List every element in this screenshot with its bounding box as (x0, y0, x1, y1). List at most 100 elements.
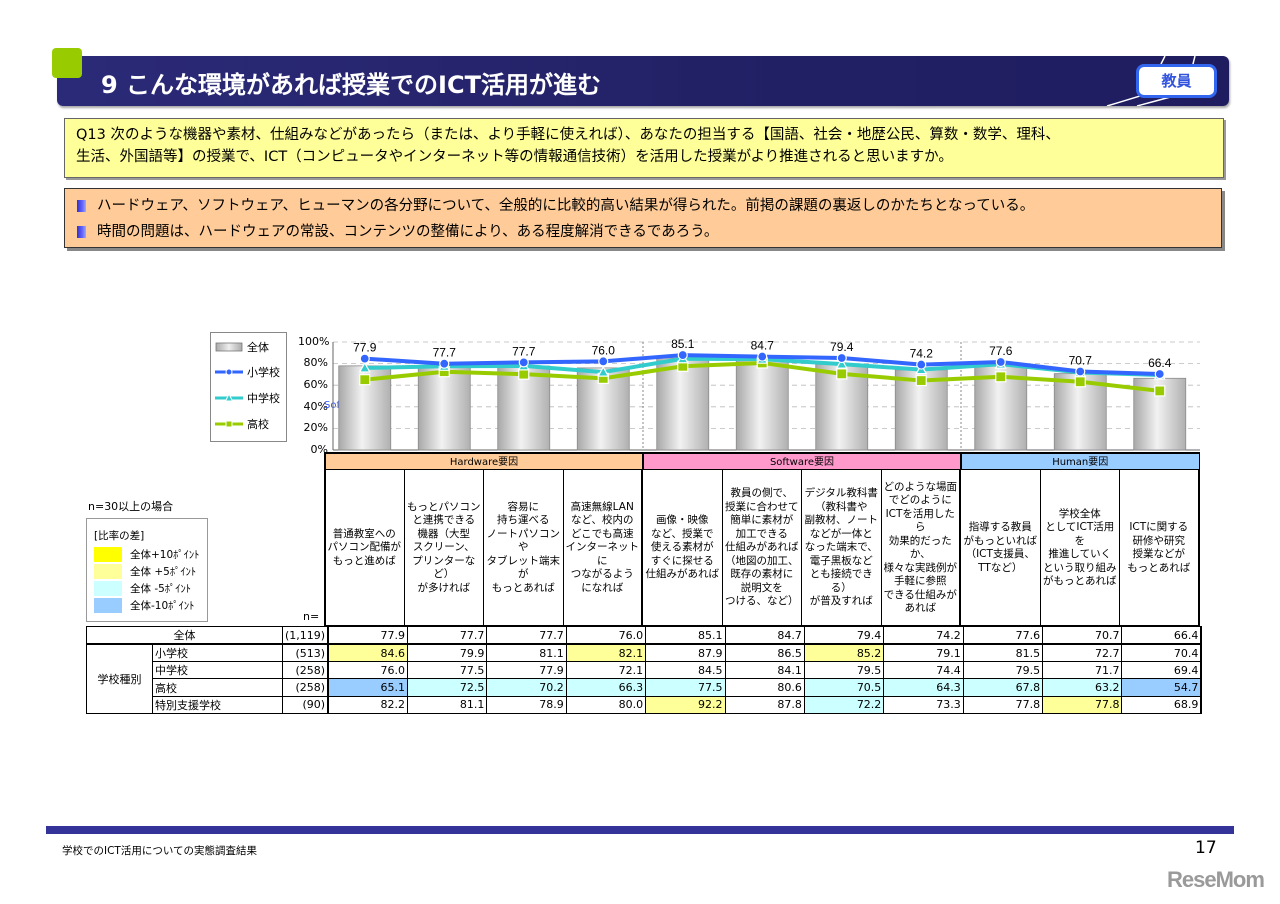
row-label: 全体 (86, 626, 283, 645)
question-column-header: 指導する教員 がもっといれば （ICT支援員、 TTなど） (961, 469, 1041, 627)
footer-bar (46, 826, 1234, 834)
square-marker-icon (1074, 376, 1086, 388)
table-cell: 71.7 (1042, 660, 1123, 680)
line-square-marker-icon (215, 420, 243, 428)
table-cell: 72.7 (1042, 643, 1123, 662)
data-label: 76.0 (592, 343, 616, 357)
legend-item-high: 高校 (215, 417, 269, 431)
color-swatch-icon (94, 597, 122, 613)
square-marker-icon (915, 374, 927, 387)
footer-source: 学校でのICT活用についての実態調査結果 (62, 845, 258, 857)
table-cell: 77.5 (406, 660, 488, 680)
table-cell: 79.5 (803, 660, 885, 680)
circle-marker-icon (1154, 368, 1165, 380)
legend-label: 中学校 (247, 392, 280, 405)
bar-swatch-icon (215, 342, 243, 352)
bar (417, 365, 471, 451)
question-column-header: 画像・映像 など、授業で 使える素材が すぐに探せる 仕組みがあれば (643, 469, 723, 627)
table-cell: 54.7 (1121, 678, 1203, 697)
table-cell: 81.1 (406, 695, 488, 715)
table-cell: 86.5 (724, 643, 805, 662)
difference-legend-item: 全体+10ﾎﾟｲﾝﾄ (94, 546, 199, 562)
table-cell: 80.0 (565, 695, 647, 715)
table-cell: 77.5 (645, 678, 726, 697)
table-cell: 72.5 (406, 678, 488, 697)
table-cell: 79.9 (406, 643, 488, 662)
circle-marker-icon (836, 352, 847, 364)
table-cell: 77.9 (327, 626, 408, 645)
table-cell: 77.7 (406, 626, 488, 645)
triangle-marker-icon (597, 365, 610, 377)
table-cell: 77.9 (486, 660, 567, 680)
bar (735, 358, 789, 451)
legend-item-all: 全体 (215, 340, 269, 354)
question-column-header: ICTに関する 研修や研究 授業などが もっとあれば (1120, 469, 1200, 627)
table-cell: 73.3 (883, 695, 964, 715)
data-label: 77.7 (512, 344, 536, 358)
circle-marker-icon (995, 356, 1006, 368)
legend-label: 全体 (247, 341, 269, 354)
table-cell: 68.9 (1121, 695, 1203, 715)
table-row: 特別支援学校 (90) 82.2 81.1 78.9 80.0 92.2 87.8 72.2… (87, 695, 1203, 715)
question-line-2: 生活、外国語等】の授業で、ICT（コンピュータやインターネット等の情報通信技術）… (76, 149, 953, 165)
results-table: 全体 (1,119) 77.9 77.7 77.7 76.0 85.1 84.7 79.4 7… (86, 626, 1203, 715)
difference-legend-label: 全体 +5ﾎﾟｲﾝﾄ (130, 565, 197, 578)
data-label: 85.1 (671, 337, 695, 351)
question-line-1: Q13 次のような機器や素材、仕組みなどがあったら（または、より手軽に使えれば）… (76, 127, 1060, 143)
sample-size-note: n=30以上の場合 (88, 500, 174, 513)
line-triangle-marker-icon (215, 393, 243, 402)
bar (497, 365, 551, 451)
color-swatch-icon (94, 580, 122, 596)
circle-marker-icon (598, 356, 609, 367)
site-logo: ReseMom (1167, 867, 1265, 892)
difference-legend-item: 全体 +5ﾎﾟｲﾝﾄ (94, 563, 196, 579)
row-n: (1,119) (282, 626, 330, 645)
question-column-header: 学校全体 としてICT活用を 推進していく という取り組み がもっとあれば (1041, 469, 1120, 627)
table-cell: 70.7 (1042, 626, 1123, 645)
category-header: Hardware要因 (325, 452, 643, 470)
summary-text: ハードウェア、ソフトウェア、ヒューマンの各分野について、全般的に比較的高い結果が… (97, 198, 1035, 214)
table-row: 高校 (258) 65.1 72.5 70.2 66.3 77.5 80.6 70.5 64.… (87, 678, 1203, 697)
row-label: 特別支援学校 (152, 695, 283, 715)
table-cell: 84.1 (724, 660, 805, 680)
title-bar: 9 こんな環境があれば授業でのICT活用が進む (57, 56, 1229, 106)
circle-marker-icon (439, 358, 450, 369)
circle-marker-icon (359, 353, 370, 364)
summary-box: ハードウェア、ソフトウェア、ヒューマンの各分野について、全般的に比較的高い結果が… (64, 188, 1222, 248)
table-cell: 77.7 (486, 626, 567, 645)
table-cell: 85.1 (645, 626, 726, 645)
circle-marker-icon (677, 349, 688, 361)
data-label: 77.6 (989, 344, 1013, 358)
color-swatch-icon (94, 546, 122, 562)
y-tick-label: 40% (303, 400, 328, 413)
table-cell: 70.2 (486, 678, 567, 697)
difference-legend-item: 全体 -5ﾎﾟｲﾝﾄ (94, 580, 191, 596)
y-tick-label: 100% (298, 335, 330, 348)
table-row: 中学校 (258) 76.0 77.5 77.9 72.1 84.5 84.1 79.5 74… (87, 660, 1203, 680)
chart-legend: 全体 小学校 中学校 高校 (210, 332, 287, 442)
table-cell: 81.1 (486, 643, 567, 662)
legend-item-elementary: 小学校 (215, 365, 280, 379)
table-cell: 77.8 (962, 695, 1044, 715)
square-marker-icon (1154, 385, 1166, 397)
n-column-header: n= (303, 610, 320, 623)
circle-marker-icon (518, 357, 529, 368)
table-row: 学校種別 小学校 (513) 84.6 79.9 81.1 82.1 87.9 86.5 8… (86, 643, 1203, 715)
data-label: 70.7 (1069, 353, 1093, 367)
data-label: 74.2 (910, 347, 934, 361)
data-label: 79.4 (830, 340, 854, 354)
square-marker-icon (359, 374, 371, 386)
y-tick-label: 0% (310, 443, 328, 456)
page-title: 9 こんな環境があれば授業でのICT活用が進む (101, 71, 601, 99)
difference-legend: [比率の差] 全体+10ﾎﾟｲﾝﾄ 全体 +5ﾎﾟｲﾝﾄ 全体 -5ﾎﾟｲﾝﾄ … (86, 518, 208, 622)
row-n: (90) (282, 695, 330, 715)
table-cell: 72.2 (803, 695, 885, 715)
summary-item: ハードウェア、ソフトウェア、ヒューマンの各分野について、全般的に比較的高い結果が… (77, 193, 1221, 219)
y-tick-label: 80% (303, 356, 328, 369)
summary-text: 時間の問題は、ハードウェアの常設、コンテンツの整備により、ある程度解消できるであ… (97, 224, 719, 240)
table-cell: 76.0 (327, 660, 408, 680)
table-cell: 87.9 (645, 643, 726, 662)
page-number: 17 (1195, 838, 1217, 858)
table-cell: 78.9 (486, 695, 567, 715)
